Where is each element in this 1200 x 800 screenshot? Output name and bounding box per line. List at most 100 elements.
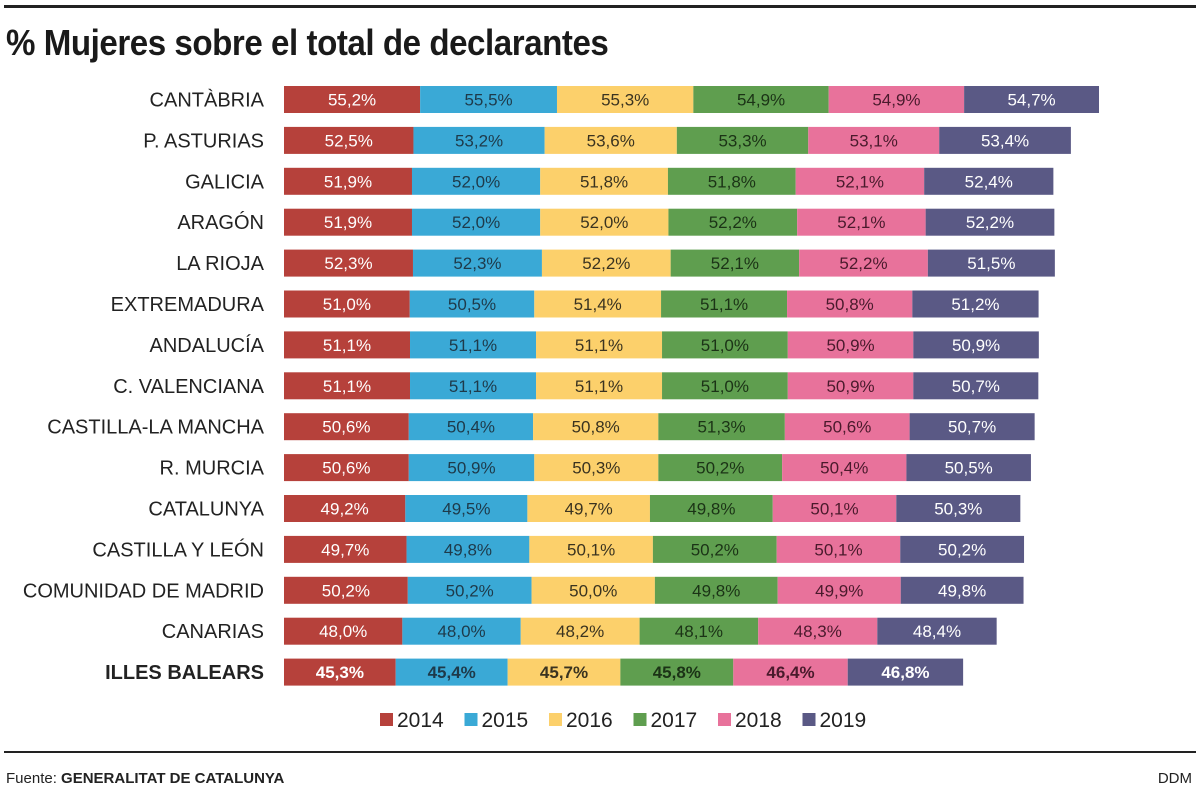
bar-segment-2018	[758, 617, 878, 645]
bar-segment-2017	[658, 413, 785, 441]
data-label: 50,3%	[934, 500, 982, 519]
bar-segment-2018	[772, 495, 897, 522]
data-label: 49,9%	[815, 581, 863, 600]
data-label: 49,7%	[321, 540, 369, 559]
bar-segment-2016	[540, 208, 669, 236]
bar-segment-2018	[795, 167, 925, 195]
bar-segment-2017	[662, 372, 788, 400]
legend-label: 2019	[820, 709, 867, 732]
data-label: 54,7%	[1007, 91, 1055, 110]
bar-segment-2016	[540, 167, 668, 195]
data-label: 52,5%	[325, 131, 373, 150]
bar-segment-2014	[284, 454, 409, 482]
data-label: 52,1%	[837, 213, 885, 232]
bar-segment-2016	[507, 658, 621, 686]
source-label: Fuente:	[6, 770, 57, 787]
data-label: 52,2%	[582, 254, 630, 273]
bar-segment-2015	[402, 617, 521, 645]
bar-segment-2014	[284, 658, 396, 686]
data-label: 50,3%	[572, 459, 620, 478]
bar-segment-2014	[284, 208, 412, 236]
bar-segment-2017	[649, 495, 773, 522]
category-label: R. MURCIA	[160, 458, 265, 480]
legend-swatch-2017	[633, 713, 647, 726]
bar-segment-2015	[408, 413, 534, 441]
bar-segment-2015	[412, 249, 542, 277]
bar-segment-2015	[405, 495, 528, 522]
data-label: 50,1%	[810, 500, 858, 519]
data-label: 50,2%	[691, 540, 739, 559]
data-label: 50,7%	[952, 377, 1000, 396]
category-label: CASTILLA Y LEÓN	[92, 538, 264, 561]
data-label: 48,2%	[556, 622, 604, 641]
category-label: ARAGÓN	[177, 211, 264, 234]
data-label: 49,8%	[687, 500, 735, 519]
bar-segment-2019	[964, 86, 1099, 113]
bar-segment-2014	[284, 576, 408, 604]
data-label: 52,1%	[836, 172, 884, 191]
legend-swatch-2015	[464, 713, 478, 726]
bar-segment-2015	[410, 372, 537, 400]
bar-segment-2016	[536, 372, 663, 400]
data-label: 50,1%	[814, 540, 862, 559]
data-label: 51,1%	[575, 377, 623, 396]
bar-segment-2014	[284, 413, 409, 441]
legend-swatch-2018	[718, 713, 731, 726]
category-label: C. VALENCIANA	[113, 376, 264, 398]
bar-segment-2017	[662, 331, 788, 359]
category-label: EXTREMADURA	[111, 294, 265, 316]
category-label: P. ASTURIAS	[143, 130, 264, 152]
data-label: 46,8%	[881, 663, 929, 682]
category-label: LA RIOJA	[176, 253, 264, 275]
bar-segment-2018	[787, 372, 914, 400]
data-label: 51,0%	[701, 336, 749, 355]
legend-label: 2014	[397, 709, 444, 732]
data-label: 49,2%	[321, 500, 369, 519]
data-label: 51,5%	[967, 254, 1015, 273]
data-label: 50,5%	[448, 295, 496, 314]
data-label: 52,0%	[580, 213, 628, 232]
data-label: 52,3%	[324, 254, 372, 273]
data-label: 51,0%	[323, 295, 371, 314]
bar-segment-2014	[284, 126, 414, 154]
bar-segment-2015	[411, 167, 541, 195]
bar-segment-2018	[782, 454, 907, 482]
bar-segment-2018	[797, 208, 926, 236]
category-label: ANDALUCÍA	[150, 334, 265, 357]
bar-segment-2019	[925, 208, 1055, 236]
data-label: 55,2%	[328, 91, 376, 110]
data-label: 50,9%	[447, 459, 495, 478]
bar-segment-2016	[527, 495, 650, 522]
data-label: 45,8%	[653, 663, 701, 682]
bar-segment-2018	[776, 535, 901, 563]
data-label: 53,4%	[981, 131, 1029, 150]
legend-swatch-2019	[802, 713, 816, 726]
data-label: 50,0%	[569, 581, 617, 600]
data-label: 52,0%	[452, 213, 500, 232]
bar-segment-2016	[556, 86, 694, 113]
bar-segment-2014	[284, 372, 411, 400]
data-label: 52,2%	[839, 254, 887, 273]
bar-segment-2015	[408, 454, 535, 482]
bar-segment-2016	[534, 290, 662, 318]
bar-segment-2017	[667, 167, 796, 195]
data-label: 48,1%	[675, 622, 723, 641]
data-label: 51,8%	[580, 172, 628, 191]
data-label: 49,8%	[692, 581, 740, 600]
data-label: 45,7%	[540, 663, 588, 682]
data-label: 49,8%	[444, 540, 492, 559]
data-label: 51,3%	[697, 418, 745, 437]
bar-segment-2015	[406, 535, 530, 563]
bar-segment-2017	[658, 454, 783, 482]
category-label: CANTÀBRIA	[150, 89, 265, 112]
category-label: CASTILLA-LA MANCHA	[47, 417, 264, 439]
data-label: 50,8%	[826, 295, 874, 314]
data-label: 51,0%	[701, 377, 749, 396]
bar-segment-2019	[900, 576, 1024, 604]
bar-segment-2014	[284, 249, 413, 277]
bar-segment-2019	[939, 126, 1071, 154]
data-label: 48,3%	[794, 622, 842, 641]
bar-segment-2019	[913, 372, 1039, 400]
data-label: 45,4%	[428, 663, 476, 682]
